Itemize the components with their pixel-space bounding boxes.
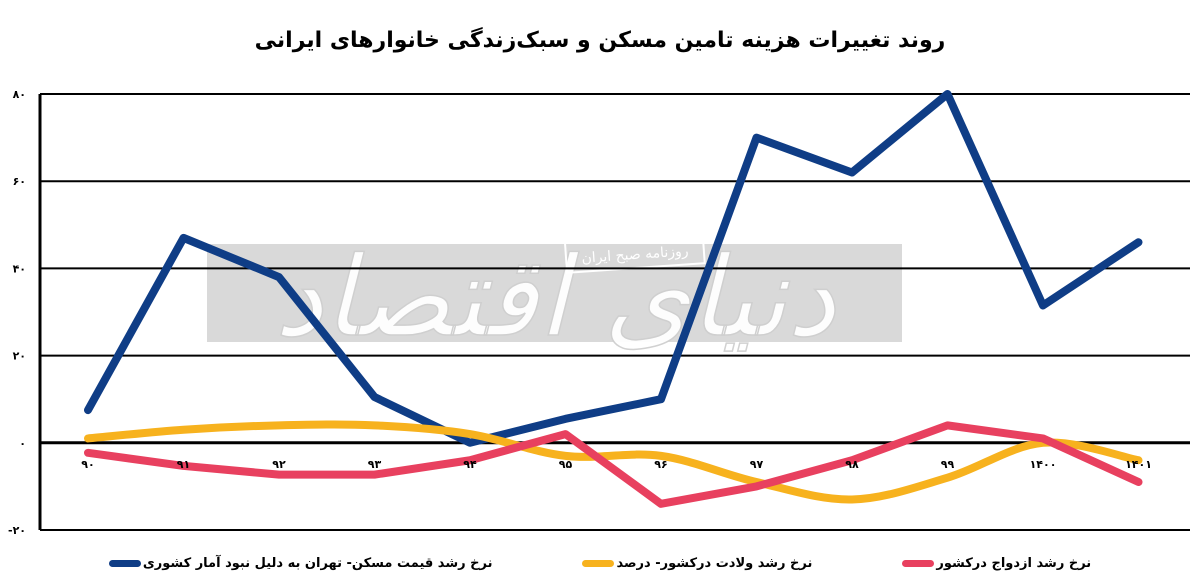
- legend: نرخ رشد ازدواج درکشور نرخ رشد ولادت درکش…: [0, 552, 1200, 574]
- legend-swatch-marriage-icon: [902, 559, 935, 567]
- x-tick-label: ۹۶: [654, 458, 667, 471]
- x-tick-label: ۹۱: [177, 458, 190, 471]
- x-tick-label: ۱۴۰۱: [1125, 458, 1152, 471]
- x-tick-label: ۹۹: [941, 458, 955, 471]
- legend-label-housing: نرخ رشد قیمت مسکن- تهران به دلیل نبود آم…: [142, 555, 493, 571]
- x-tick-label: ۹۲: [272, 458, 286, 471]
- legend-item-marriage: نرخ رشد ازدواج درکشور: [902, 552, 1091, 574]
- x-tick-label: ۹۰: [81, 458, 94, 471]
- legend-swatch-housing-icon: [108, 559, 141, 567]
- series-line-2: [84, 421, 1143, 508]
- y-tick-label: ۲۰: [13, 350, 26, 363]
- chart-title: روند تغییرات هزینه تامین مسکن و سبک‌زندگ…: [254, 28, 946, 53]
- watermark-logo: دنیای اقتصاد: [274, 233, 837, 361]
- legend-item-housing: نرخ رشد قیمت مسکن- تهران به دلیل نبود آم…: [108, 552, 493, 574]
- x-axis-labels: ۹۰ ۹۱ ۹۲ ۹۳ ۹۴ ۹۵ ۹۶ ۹۷ ۹۸ ۹۹ ۱۴۰۰ ۱۴۰۱: [81, 458, 1152, 471]
- series-line-0: [84, 90, 1143, 447]
- series-lines: [84, 90, 1143, 508]
- legend-label-marriage: نرخ رشد ازدواج درکشور: [936, 555, 1092, 571]
- y-tick-label: ۸۰: [13, 88, 26, 101]
- legend-swatch-birth-icon: [582, 559, 615, 567]
- watermark-tagline: روزنامه صبح ایران: [581, 243, 689, 266]
- y-tick-label: -۲۰: [8, 524, 26, 537]
- legend-label-birth: نرخ رشد ولادت درکشور- درصد: [616, 555, 813, 571]
- y-tick-label: ۶۰: [13, 175, 26, 188]
- legend-item-birth: نرخ رشد ولادت درکشور- درصد: [582, 552, 812, 574]
- x-tick-label: ۹۵: [559, 458, 573, 471]
- x-tick-label: ۹۷: [750, 458, 764, 471]
- x-tick-label: ۹۴: [463, 458, 477, 471]
- series-line-1: [84, 420, 1143, 504]
- watermark: دنیای اقتصاد روزنامه صبح ایران: [207, 232, 902, 362]
- y-tick-label: ۰: [19, 437, 26, 450]
- y-axis-labels: ۸۰ ۶۰ ۴۰ ۲۰ ۰ -۲۰: [8, 88, 26, 537]
- y-tick-label: ۴۰: [13, 262, 26, 275]
- x-tick-label: ۹۳: [368, 458, 382, 471]
- x-tick-label: ۹۸: [845, 458, 859, 471]
- x-tick-label: ۱۴۰۰: [1030, 458, 1057, 471]
- grid: [38, 93, 1190, 531]
